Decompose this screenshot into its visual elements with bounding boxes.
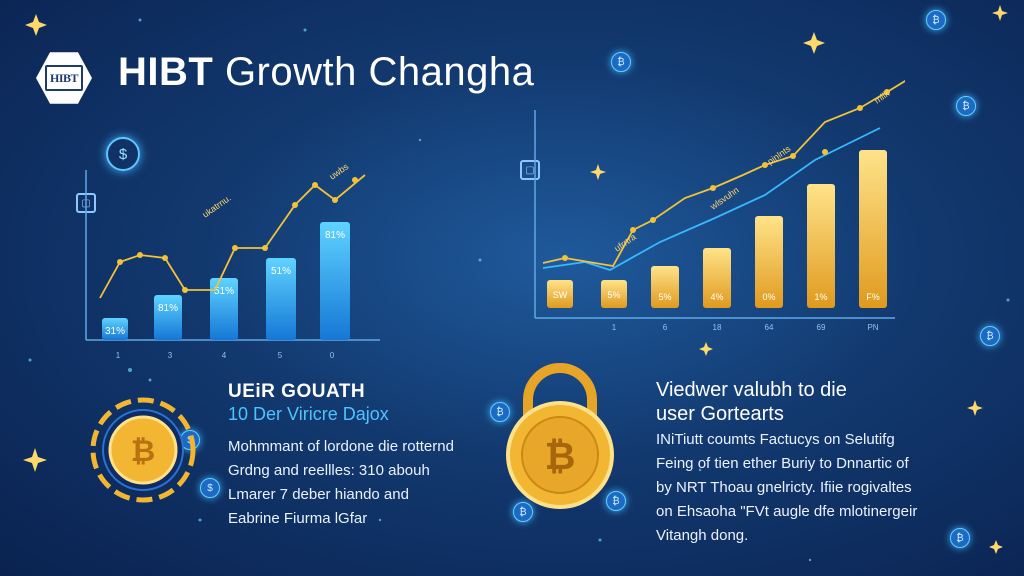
right-bar-label: 5% [607, 290, 620, 300]
right-panel-line: by NRT Thoau gnelricty. Ifiie rogivaltes [656, 479, 912, 496]
left-chart-bar [102, 318, 128, 340]
bitcoin-badge-icon: ₿ [490, 402, 510, 422]
bitcoin-badge-icon: ₿ [513, 502, 533, 522]
right-x-tick: 1 [612, 323, 617, 332]
right-bar-label: SW [553, 290, 568, 300]
left-chart-bar [154, 295, 182, 340]
right-panel-body: INiTiutt coumts Factucys on Selutifg Fei… [656, 428, 936, 548]
left-chart-bar [266, 258, 296, 340]
page-title: HIBT Growth Changha [118, 50, 534, 95]
bitcoin-padlock-icon: ₿ [506, 363, 614, 509]
left-chart-bar [210, 278, 238, 340]
bitcoin-badge-icon: ₿ [956, 96, 976, 116]
right-x-tick: 64 [765, 323, 774, 332]
right-x-tick: 6 [663, 323, 668, 332]
right-chart-bar [601, 280, 627, 308]
right-chart-bar [703, 248, 731, 308]
sparkle-star [803, 32, 825, 54]
left-panel-line: Mohmmant of lordone die rotternd [228, 438, 454, 455]
right-panel-line: INiTiutt coumts Factucys on Selutifg [656, 431, 895, 448]
calendar-icon: ▢ [520, 160, 540, 180]
right-gold-trend-line [542, 80, 905, 267]
right-growth-chart: SW 5% 5% 4% 0% 1% F% ufrrtra wlsvuhn pinlnts m… [534, 80, 905, 332]
sparkle-star [699, 342, 713, 356]
right-x-tick: 18 [713, 323, 722, 332]
bitcoin-badge-icon: ₿ [606, 491, 626, 511]
left-panel-line: Lmarer 7 deber hiando and [228, 486, 409, 503]
sparkle-star [967, 400, 983, 416]
bitcoin-badge-icon: ₿ [950, 528, 970, 548]
logo-text: HIBT [45, 65, 83, 91]
left-x-tick: 4 [222, 351, 227, 360]
right-chart-bar [755, 216, 783, 308]
left-x-tick: 3 [168, 351, 173, 360]
left-panel-body: Mohmmant of lordone die rotternd Grdng a… [228, 435, 468, 531]
right-x-tick: 69 [817, 323, 826, 332]
left-annotation: ukatrnu. [200, 193, 232, 220]
dollar-badge-icon: $ [200, 478, 220, 498]
right-bar-label: 1% [814, 292, 827, 302]
bitcoin-badge-icon: ₿ [980, 326, 1000, 346]
left-x-tick: 1 [116, 351, 121, 360]
sparkle-star [989, 540, 1003, 554]
svg-text:₿: ₿ [545, 434, 576, 478]
bitcoin-badge-icon: ₿ [611, 52, 631, 72]
right-bar-label: F% [866, 292, 880, 302]
left-annotation: uwbs [327, 161, 350, 182]
left-chart-bar [320, 222, 350, 340]
right-chart-bar [547, 280, 573, 308]
currency-icon: $ [106, 137, 140, 171]
left-bar-label: 51% [271, 266, 291, 277]
left-bar-label: 51% [214, 286, 234, 297]
right-bar-label: 0% [762, 292, 775, 302]
sparkle-star [992, 5, 1008, 21]
bitcoin-badge-icon: ₿ [926, 10, 946, 30]
left-x-tick: 5 [278, 351, 283, 360]
right-panel-line: Feing of tien ether Buriy to Dnnartic of [656, 455, 909, 472]
right-panel-line: Vitangh dong. [656, 527, 749, 544]
right-chart-bar [859, 150, 887, 308]
title-text: Growth Changha [213, 50, 535, 94]
title-brand: HIBT [118, 50, 214, 94]
right-panel-line: on Ehsaoha "FVt augle dfe mlotinergeir [656, 503, 918, 520]
bitcoin-coin-icon: ₿ [90, 397, 196, 503]
svg-text:₿: ₿ [131, 434, 155, 469]
left-panel-line: Grdng and reellles: 310 abouh [228, 462, 430, 479]
right-panel-heading: Viedwer valubh to die user Gortearts [656, 378, 847, 426]
right-bar-label: 4% [710, 292, 723, 302]
right-chart-bar [807, 184, 835, 308]
left-x-tick: 0 [330, 351, 335, 360]
left-panel-line: Eabrine Fiurma lGfar [228, 510, 368, 527]
right-annotation: pinlnts [765, 143, 792, 166]
right-panel-heading-line: Viedwer valubh to die [656, 379, 847, 401]
left-growth-chart: 31% 81% 51% 51% 81% ukatrnu. uwbs 1 3 4 5 0 [85, 161, 380, 360]
right-x-tick: PN [867, 323, 878, 332]
left-bar-label: 81% [158, 303, 178, 314]
sparkle-star [25, 14, 47, 36]
right-annotation: ufrrtra [612, 232, 637, 254]
right-chart-bar [651, 266, 679, 308]
left-bar-label: 31% [105, 326, 125, 337]
right-blue-trend-line [542, 127, 881, 271]
left-panel-heading: UEiR GOUATH [228, 381, 366, 402]
sparkle-star [590, 164, 606, 180]
left-panel-subheading: 10 Der Viricre Dajox [228, 404, 389, 424]
right-bar-label: 5% [658, 292, 671, 302]
right-panel-heading-line: user Gortearts [656, 403, 784, 425]
left-bar-label: 81% [325, 230, 345, 241]
sparkle-star [23, 448, 47, 472]
left-trend-line [99, 174, 366, 299]
